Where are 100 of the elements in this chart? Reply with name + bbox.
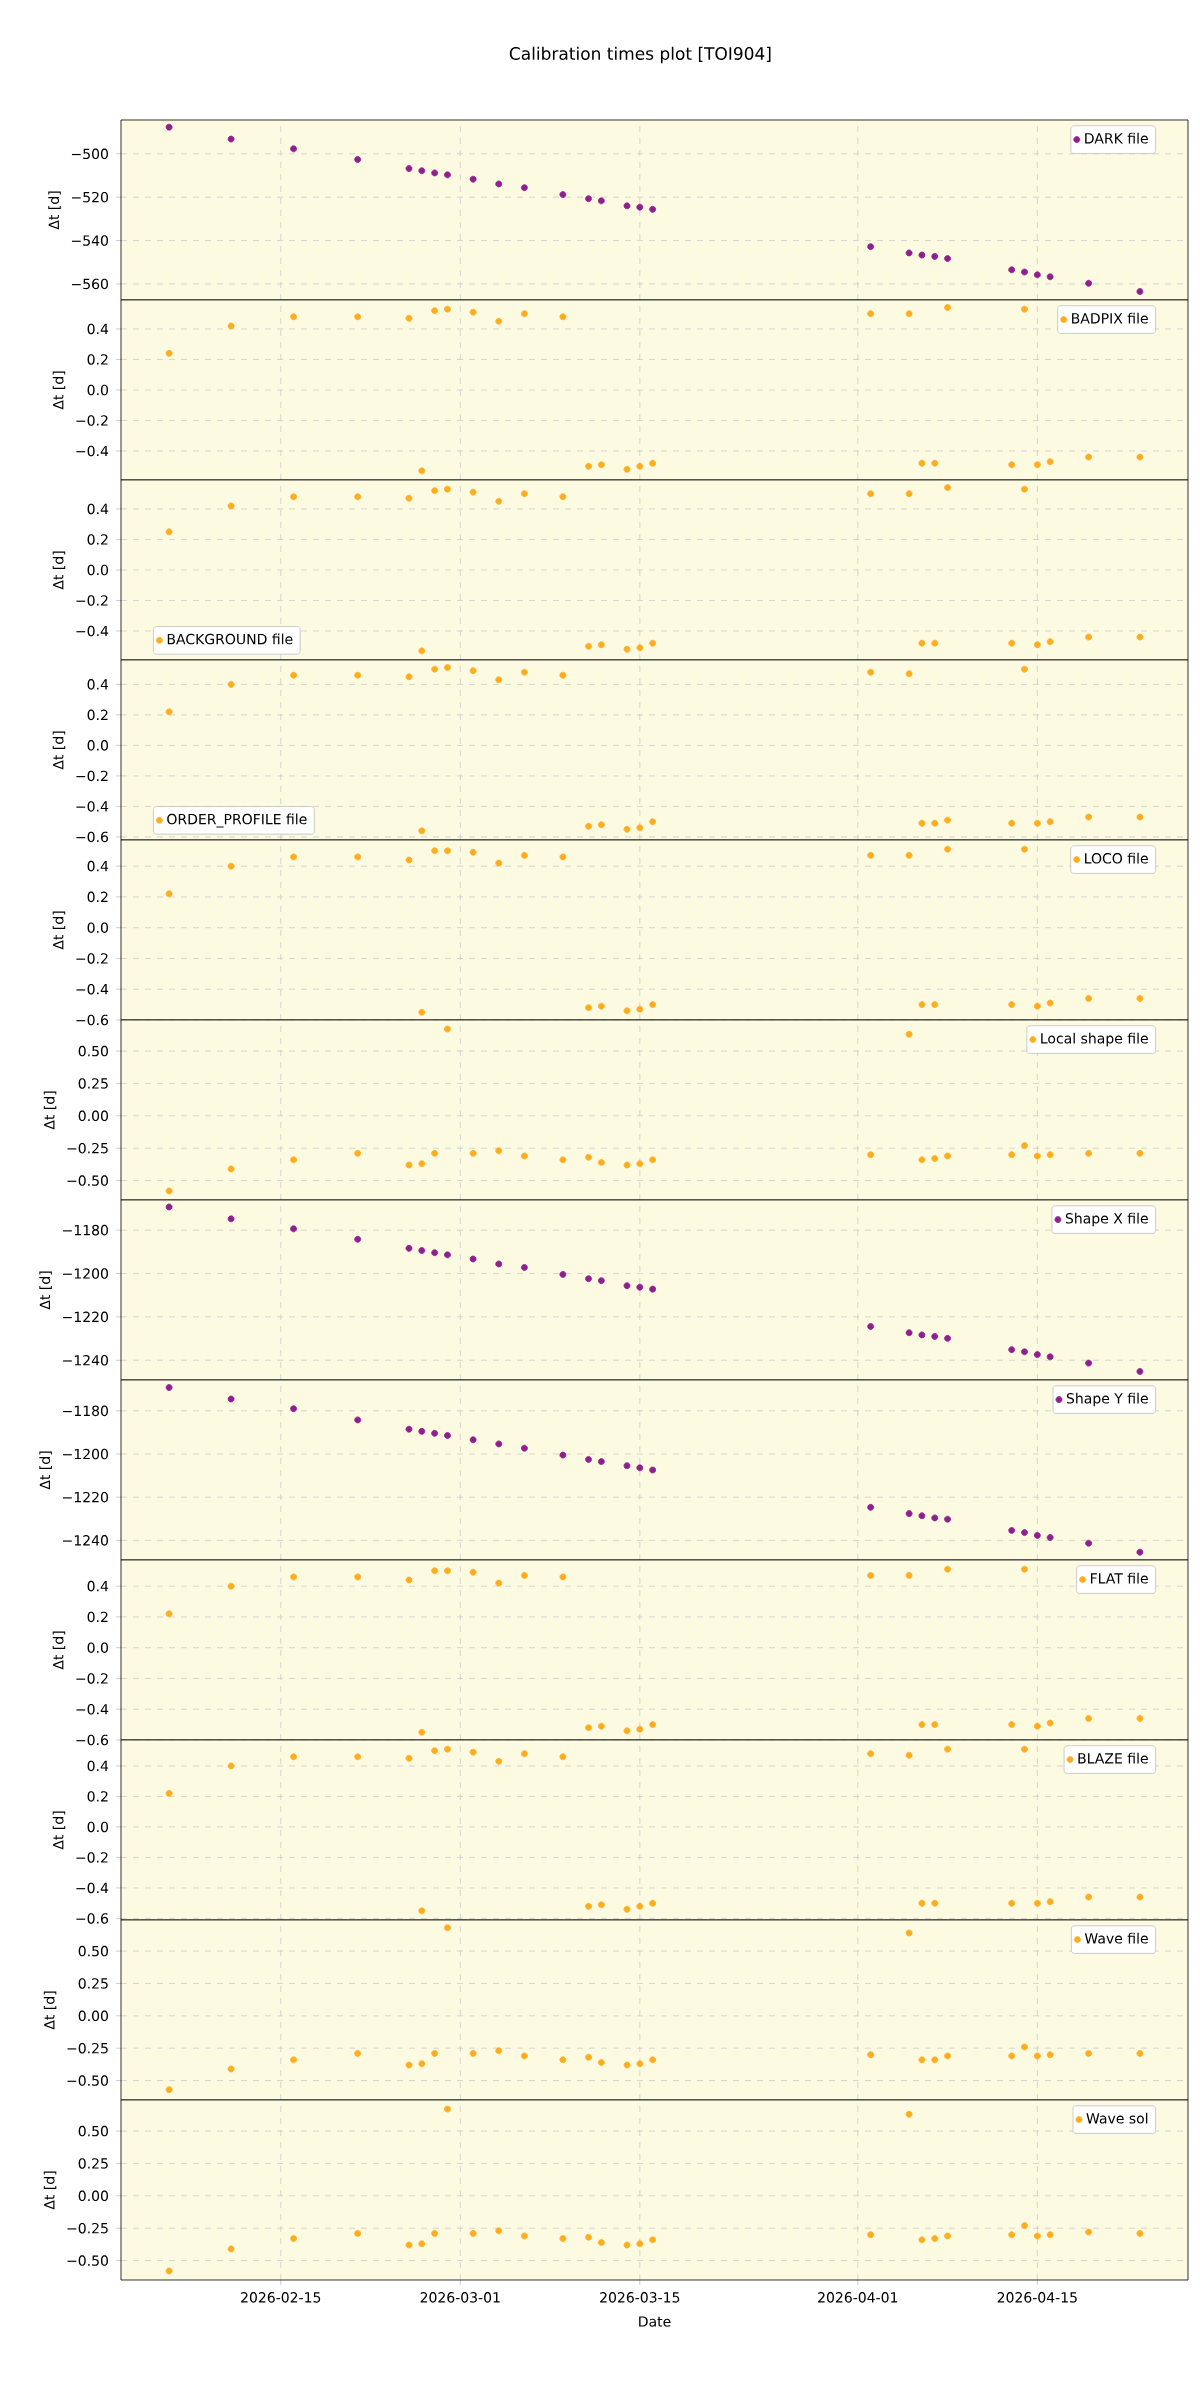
point [469,1436,477,1444]
point [469,308,477,316]
point [521,184,528,192]
point [495,180,503,188]
point [1085,1149,1093,1157]
point [1136,288,1144,295]
point [469,1255,477,1263]
point [469,2049,477,2057]
point [559,493,567,501]
point [623,465,631,473]
point [649,1721,657,1729]
point [623,2061,631,2069]
point [165,123,173,131]
point [918,1156,926,1164]
y-tick-label: −0.6 [76,1734,109,1746]
point [623,1161,631,1169]
point [431,487,439,495]
point [1021,1348,1028,1356]
point [597,1722,605,1730]
point [649,1466,657,1474]
y-tick-label: −1200 [63,1448,108,1460]
point [521,2052,528,2060]
point [495,859,503,867]
y-tick-label: 0.50 [78,1045,108,1057]
point [495,676,503,684]
point [597,1901,605,1909]
point [495,1260,503,1268]
point [405,1161,413,1169]
point [495,2047,503,2055]
point [1085,1715,1093,1722]
point [944,1515,951,1523]
y-tick-label: 0.50 [78,1945,108,1957]
point [431,2049,439,2057]
point [623,1007,631,1015]
point [290,671,297,679]
y-tick-label: 0.0 [87,740,108,751]
point [469,1568,477,1576]
point [918,819,926,827]
point [918,251,926,259]
point [1136,1368,1144,1375]
point [1021,2222,1028,2230]
point [944,255,951,262]
point [290,145,297,153]
point [636,1160,644,1168]
point [918,1331,926,1339]
point [649,818,657,826]
y-tick-label: −1180 [63,1405,108,1417]
point [1021,1565,1028,1573]
point [418,827,426,835]
point [1021,1529,1028,1536]
y-tick-label: 0.25 [78,1078,108,1089]
point [227,680,235,688]
point [290,1753,297,1761]
point [227,1395,235,1403]
y-axis-title: Δt [d] [43,2171,57,2210]
point [290,1156,297,1164]
point [585,1724,592,1732]
point [649,205,657,213]
point [559,853,567,861]
y-tick-label: −0.6 [76,1014,109,1026]
point [1008,461,1016,469]
point [1046,1898,1054,1906]
point [418,1160,426,1168]
point [944,845,951,853]
point [585,1902,592,1910]
point [1008,1527,1016,1534]
point [585,1275,592,1283]
point [944,1565,951,1573]
point [431,1429,439,1437]
point [1046,1353,1054,1361]
point [1136,633,1144,641]
point [227,2065,235,2073]
y-tick-label: 0.4 [87,860,109,872]
point [444,2105,451,2113]
point [867,1151,875,1159]
point [559,1573,567,1581]
point [597,1159,605,1166]
point [649,459,657,467]
y-tick-label: −0.25 [67,2222,108,2234]
point [944,816,951,824]
y-tick-label: −560 [71,278,108,290]
point [636,1283,644,1291]
point [418,1907,426,1915]
point [290,2235,297,2242]
point [431,1149,439,1157]
y-tick-label: −0.2 [76,415,108,426]
legend-label: FLAT file [1090,1572,1148,1584]
point [1033,1002,1041,1010]
point [1046,818,1054,826]
point [1046,638,1054,646]
point [354,1149,362,1157]
point [559,1753,567,1761]
point [227,2245,235,2253]
y-axis-title: Δt [d] [43,1091,57,1130]
y-tick-label: −0.4 [76,625,109,637]
legend-label: LOCO file [1085,852,1148,864]
y-tick-label: −0.4 [76,1882,109,1894]
y-tick-label: −0.25 [67,1142,108,1154]
point [559,1270,567,1278]
point [354,156,362,163]
